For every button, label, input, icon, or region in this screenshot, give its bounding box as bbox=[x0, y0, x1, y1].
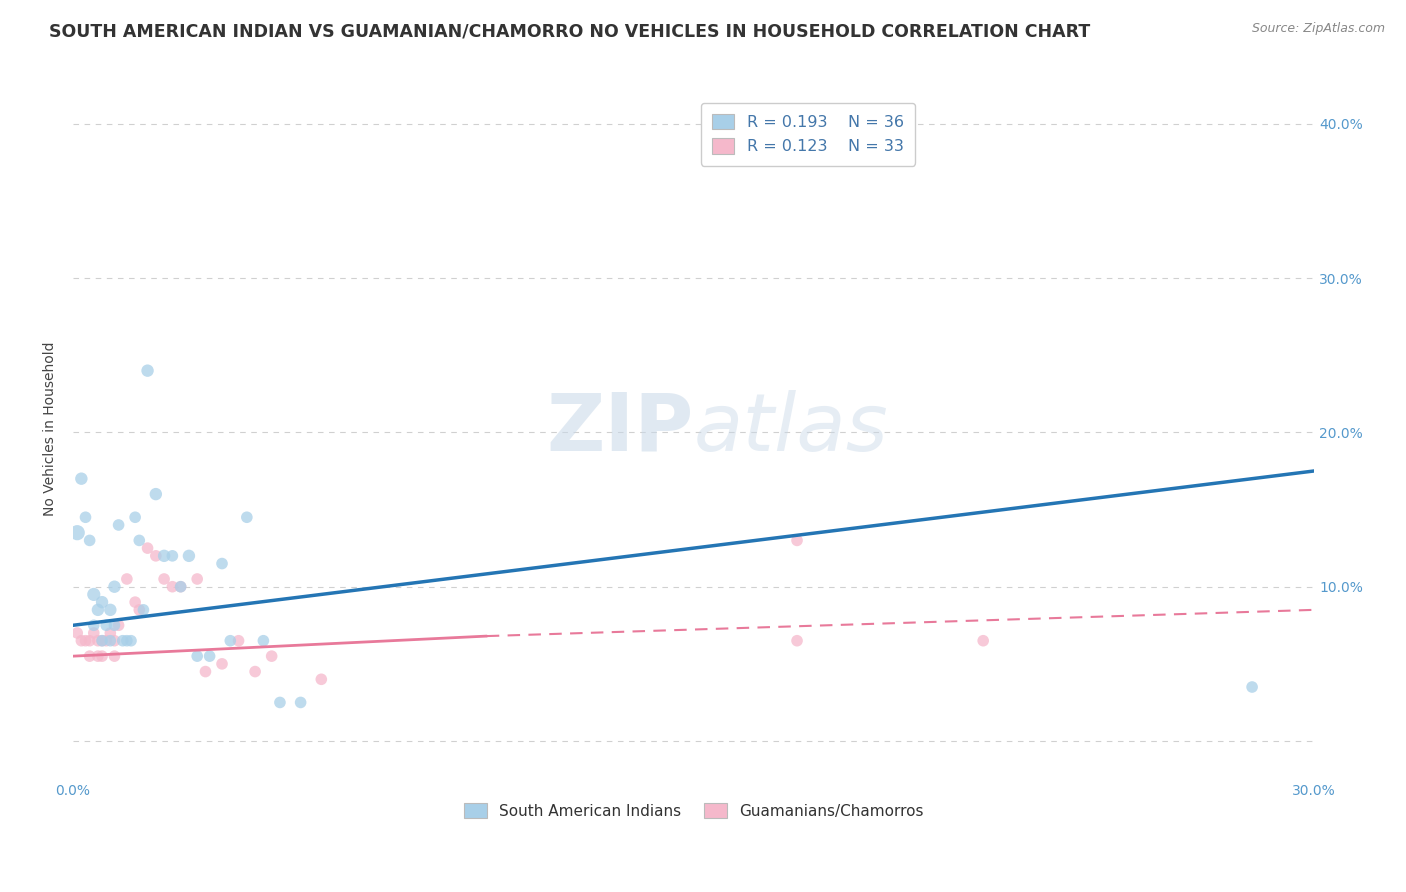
Point bbox=[87, 649, 110, 664]
Point bbox=[219, 633, 242, 648]
Point bbox=[83, 626, 105, 640]
Point bbox=[91, 649, 114, 664]
Point bbox=[75, 633, 97, 648]
Point bbox=[124, 510, 146, 524]
Point bbox=[79, 633, 101, 648]
Point bbox=[311, 673, 333, 687]
Point bbox=[96, 633, 118, 648]
Point bbox=[79, 649, 101, 664]
Point bbox=[162, 549, 184, 563]
Point bbox=[260, 649, 283, 664]
Point bbox=[177, 549, 200, 563]
Point bbox=[124, 595, 146, 609]
Point bbox=[145, 549, 167, 563]
Point bbox=[1241, 680, 1264, 694]
Point bbox=[128, 533, 150, 548]
Point bbox=[228, 633, 250, 648]
Point bbox=[153, 549, 176, 563]
Point bbox=[236, 510, 259, 524]
Point bbox=[252, 633, 274, 648]
Point bbox=[132, 603, 155, 617]
Point bbox=[111, 633, 134, 648]
Point bbox=[269, 695, 291, 709]
Point bbox=[290, 695, 312, 709]
Point bbox=[83, 618, 105, 632]
Point bbox=[972, 633, 994, 648]
Point bbox=[136, 364, 159, 378]
Point bbox=[98, 626, 121, 640]
Point bbox=[103, 649, 125, 664]
Point bbox=[162, 580, 184, 594]
Point bbox=[120, 633, 142, 648]
Point bbox=[115, 633, 138, 648]
Point bbox=[136, 541, 159, 555]
Point bbox=[145, 487, 167, 501]
Text: ZIP: ZIP bbox=[547, 390, 693, 467]
Point bbox=[786, 633, 808, 648]
Point bbox=[87, 603, 110, 617]
Point bbox=[75, 510, 97, 524]
Point bbox=[91, 595, 114, 609]
Point bbox=[211, 657, 233, 671]
Point bbox=[169, 580, 191, 594]
Point bbox=[198, 649, 221, 664]
Point bbox=[107, 518, 129, 533]
Point bbox=[98, 633, 121, 648]
Point bbox=[103, 633, 125, 648]
Text: Source: ZipAtlas.com: Source: ZipAtlas.com bbox=[1251, 22, 1385, 36]
Legend: South American Indians, Guamanians/Chamorros: South American Indians, Guamanians/Chamo… bbox=[457, 797, 929, 824]
Point bbox=[98, 603, 121, 617]
Point bbox=[91, 633, 114, 648]
Point bbox=[103, 618, 125, 632]
Text: atlas: atlas bbox=[693, 390, 889, 467]
Point bbox=[66, 626, 89, 640]
Point bbox=[211, 557, 233, 571]
Point bbox=[186, 649, 208, 664]
Point bbox=[79, 533, 101, 548]
Point bbox=[153, 572, 176, 586]
Y-axis label: No Vehicles in Household: No Vehicles in Household bbox=[44, 342, 58, 516]
Point bbox=[66, 525, 89, 540]
Point bbox=[70, 633, 93, 648]
Point bbox=[70, 472, 93, 486]
Point bbox=[107, 618, 129, 632]
Point bbox=[87, 633, 110, 648]
Point bbox=[103, 580, 125, 594]
Point bbox=[786, 533, 808, 548]
Point bbox=[91, 633, 114, 648]
Point bbox=[169, 580, 191, 594]
Point bbox=[96, 618, 118, 632]
Point bbox=[128, 603, 150, 617]
Point bbox=[186, 572, 208, 586]
Text: SOUTH AMERICAN INDIAN VS GUAMANIAN/CHAMORRO NO VEHICLES IN HOUSEHOLD CORRELATION: SOUTH AMERICAN INDIAN VS GUAMANIAN/CHAMO… bbox=[49, 22, 1091, 40]
Point bbox=[243, 665, 266, 679]
Point bbox=[83, 587, 105, 601]
Point bbox=[115, 572, 138, 586]
Point bbox=[194, 665, 217, 679]
